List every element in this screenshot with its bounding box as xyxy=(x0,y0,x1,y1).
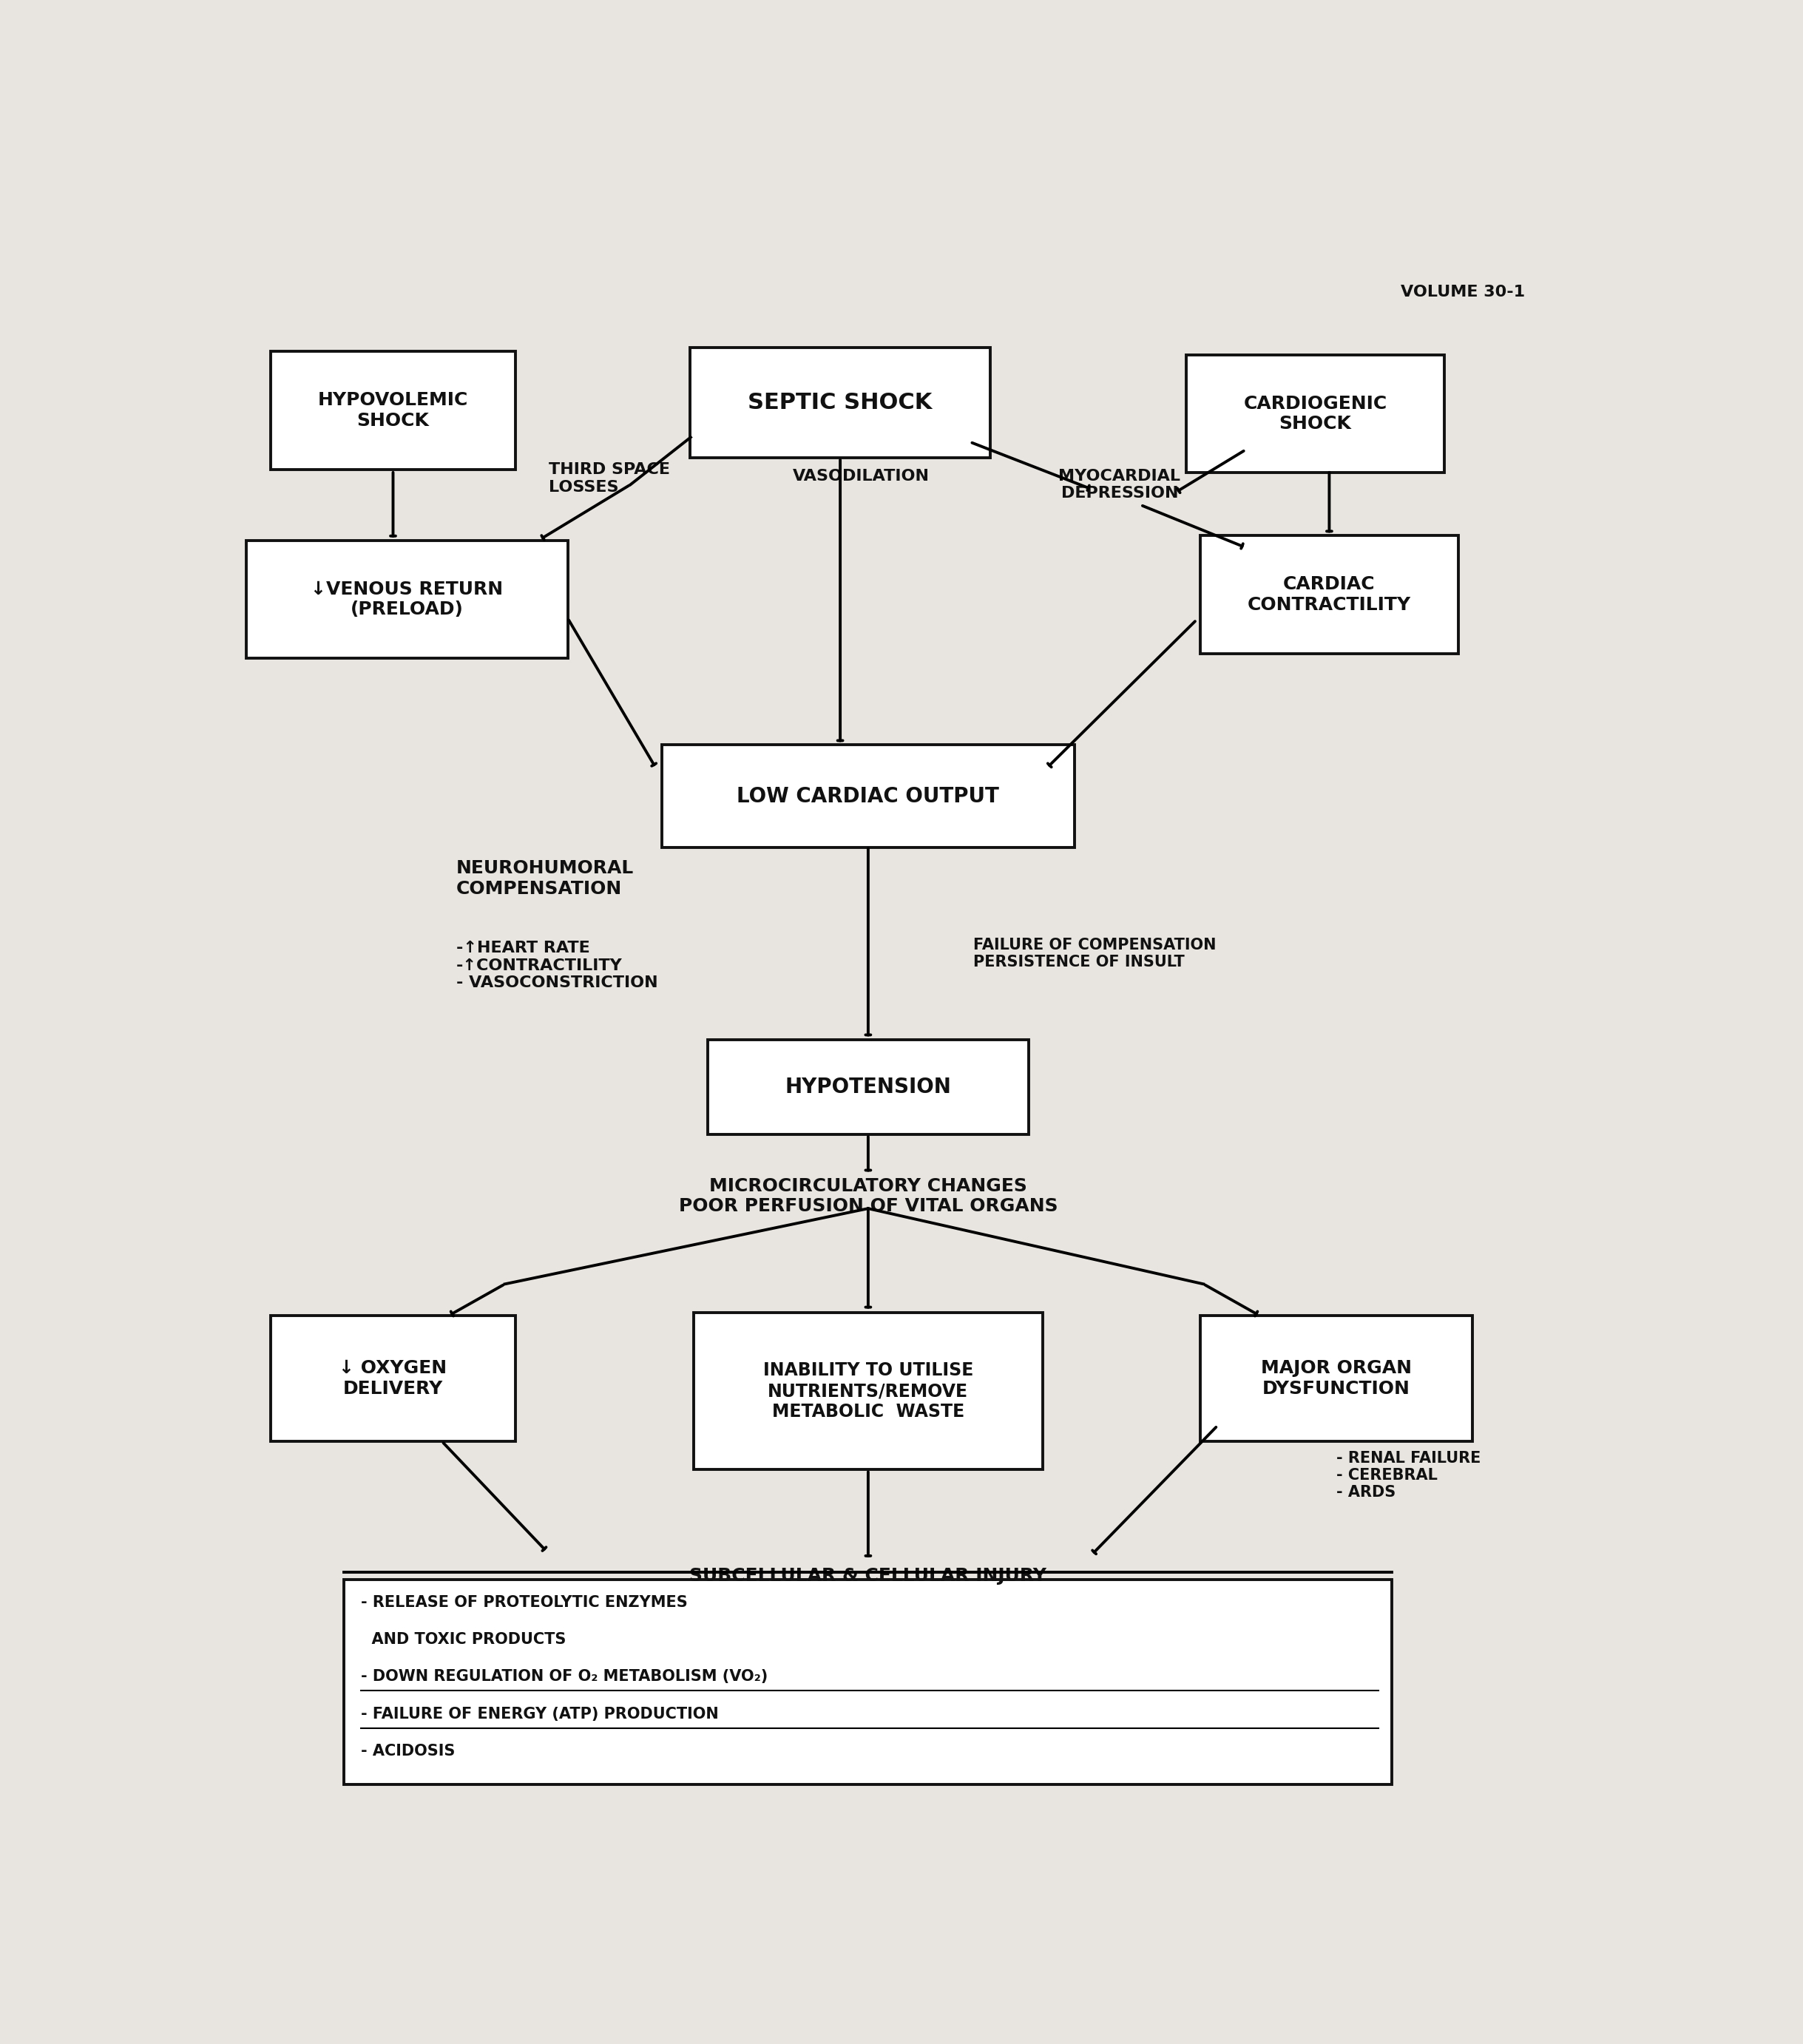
FancyBboxPatch shape xyxy=(1201,536,1459,654)
Text: VOLUME 30-1: VOLUME 30-1 xyxy=(1401,284,1525,298)
Text: MYOCARDIAL
DEPRESSION: MYOCARDIAL DEPRESSION xyxy=(1058,468,1181,501)
FancyBboxPatch shape xyxy=(344,1580,1392,1784)
FancyBboxPatch shape xyxy=(247,540,568,658)
Text: - DOWN REGULATION OF O₂ METABOLISM (VO₂): - DOWN REGULATION OF O₂ METABOLISM (VO₂) xyxy=(361,1670,768,1684)
FancyBboxPatch shape xyxy=(707,1040,1030,1134)
FancyBboxPatch shape xyxy=(662,744,1075,848)
Text: AND TOXIC PRODUCTS: AND TOXIC PRODUCTS xyxy=(361,1631,566,1647)
Text: MICROCIRCULATORY CHANGES
POOR PERFUSION OF VITAL ORGANS: MICROCIRCULATORY CHANGES POOR PERFUSION … xyxy=(678,1177,1058,1216)
Text: ↓VENOUS RETURN
(PRELOAD): ↓VENOUS RETURN (PRELOAD) xyxy=(310,580,503,619)
Text: -↑HEART RATE
-↑CONTRACTILITY
- VASOCONSTRICTION: -↑HEART RATE -↑CONTRACTILITY - VASOCONST… xyxy=(456,940,658,989)
Text: MAJOR ORGAN
DYSFUNCTION: MAJOR ORGAN DYSFUNCTION xyxy=(1260,1359,1412,1398)
Text: FAILURE OF COMPENSATION
PERSISTENCE OF INSULT: FAILURE OF COMPENSATION PERSISTENCE OF I… xyxy=(974,938,1215,969)
Text: - ACIDOSIS: - ACIDOSIS xyxy=(361,1744,454,1758)
FancyBboxPatch shape xyxy=(1201,1316,1473,1441)
Text: INABILITY TO UTILISE
NUTRIENTS/REMOVE
METABOLIC  WASTE: INABILITY TO UTILISE NUTRIENTS/REMOVE ME… xyxy=(763,1361,974,1421)
Text: NEUROHUMORAL
COMPENSATION: NEUROHUMORAL COMPENSATION xyxy=(456,858,633,897)
Text: ↓ OXYGEN
DELIVERY: ↓ OXYGEN DELIVERY xyxy=(339,1359,447,1398)
Text: - RENAL FAILURE
- CEREBRAL
- ARDS: - RENAL FAILURE - CEREBRAL - ARDS xyxy=(1336,1451,1480,1500)
Text: HYPOVOLEMIC
SHOCK: HYPOVOLEMIC SHOCK xyxy=(317,390,469,429)
Text: CARDIOGENIC
SHOCK: CARDIOGENIC SHOCK xyxy=(1244,394,1387,433)
Text: - RELEASE OF PROTEOLYTIC ENZYMES: - RELEASE OF PROTEOLYTIC ENZYMES xyxy=(361,1594,687,1609)
Text: LOW CARDIAC OUTPUT: LOW CARDIAC OUTPUT xyxy=(737,785,999,807)
Text: CARDIAC
CONTRACTILITY: CARDIAC CONTRACTILITY xyxy=(1248,576,1412,613)
FancyBboxPatch shape xyxy=(270,1316,516,1441)
FancyBboxPatch shape xyxy=(270,352,516,470)
Text: VASODILATION: VASODILATION xyxy=(793,468,930,484)
Text: SUBCELLULAR & CELLULAR INJURY: SUBCELLULAR & CELLULAR INJURY xyxy=(689,1568,1048,1584)
Text: HYPOTENSION: HYPOTENSION xyxy=(784,1077,952,1098)
Text: SEPTIC SHOCK: SEPTIC SHOCK xyxy=(748,392,932,413)
Text: - FAILURE OF ENERGY (ATP) PRODUCTION: - FAILURE OF ENERGY (ATP) PRODUCTION xyxy=(361,1707,719,1721)
Text: THIRD SPACE
LOSSES: THIRD SPACE LOSSES xyxy=(548,462,671,495)
FancyBboxPatch shape xyxy=(694,1312,1042,1470)
FancyBboxPatch shape xyxy=(1186,356,1444,472)
FancyBboxPatch shape xyxy=(691,347,990,458)
